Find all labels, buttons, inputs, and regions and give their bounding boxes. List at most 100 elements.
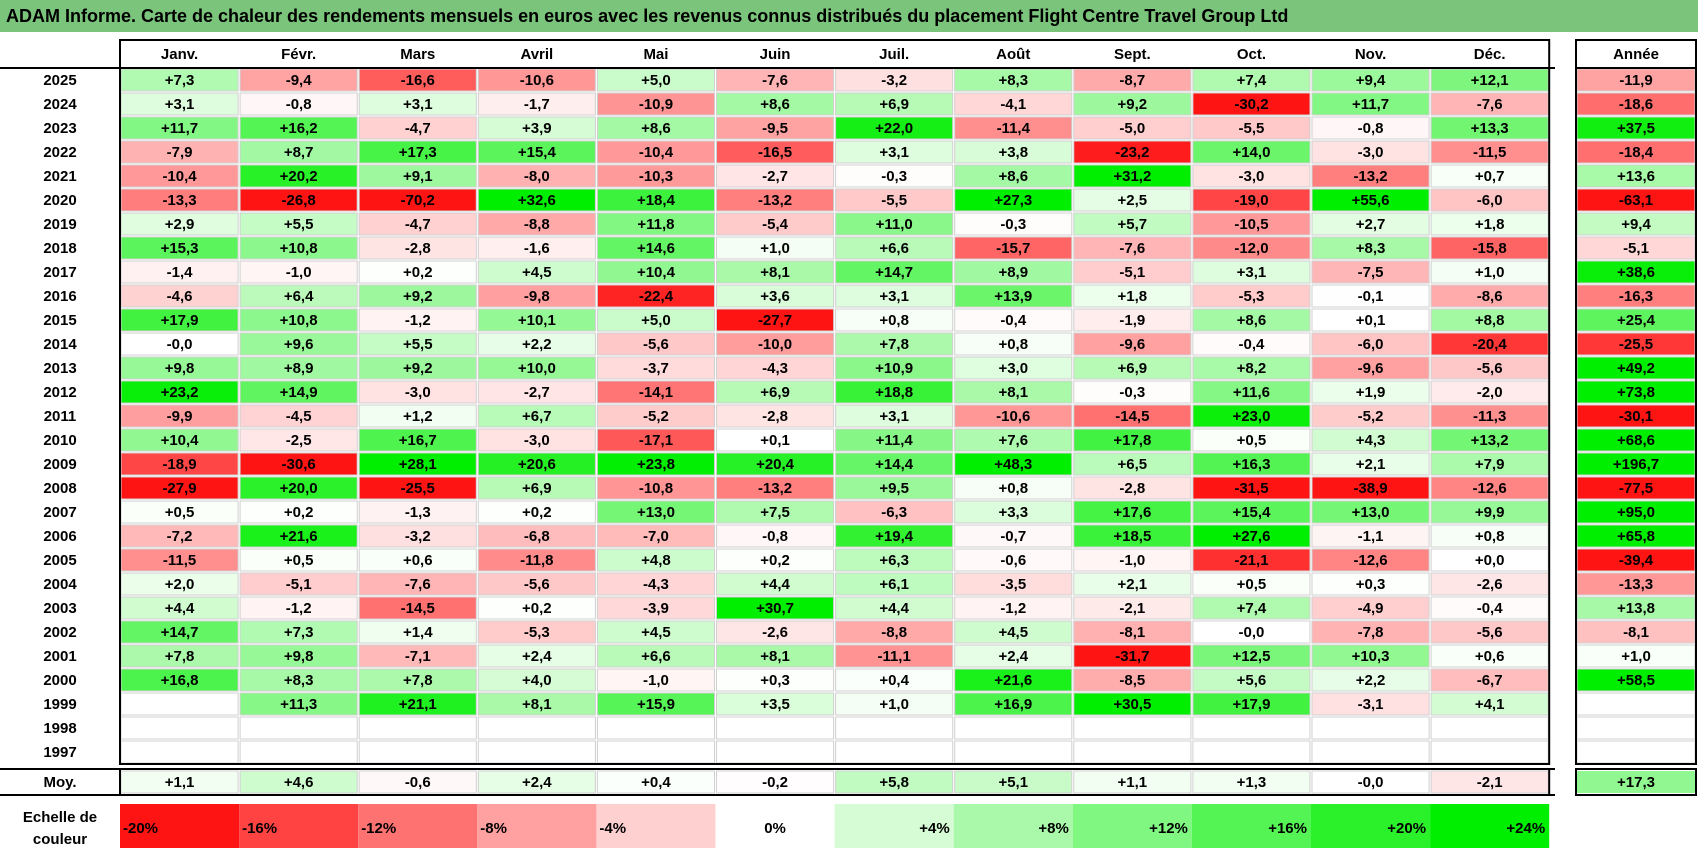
- average-annual-frame: [1575, 768, 1697, 796]
- heat-cell: [477, 92, 596, 116]
- cell-value: -16,6: [401, 72, 435, 89]
- heat-cell: [358, 332, 477, 356]
- cell-value: +18,4: [637, 192, 676, 209]
- heat-cell: [1073, 452, 1192, 476]
- heat-cell: [1073, 284, 1192, 308]
- cell-value: -70,2: [401, 192, 435, 209]
- heat-cell: [1430, 716, 1549, 740]
- cell-value: +10,4: [637, 264, 676, 281]
- heat-cell: [1192, 524, 1311, 548]
- heat-cell: [835, 236, 954, 260]
- month-header: Août: [996, 46, 1030, 63]
- cell-value: +17,8: [1113, 432, 1151, 449]
- cell-value: -11,8: [520, 552, 553, 569]
- cell-value: +28,1: [399, 456, 437, 473]
- cell-value: -13,2: [758, 480, 792, 497]
- cell-value: +2,4: [998, 648, 1028, 665]
- heat-cell: [716, 548, 835, 572]
- heat-cell: [1073, 620, 1192, 644]
- cell-value: -7,9: [167, 144, 193, 161]
- heat-cell: [1073, 380, 1192, 404]
- heat-cell: [1192, 140, 1311, 164]
- cell-value: +9,2: [403, 288, 433, 305]
- cell-value: +1,9: [1356, 384, 1386, 401]
- heat-cell: [358, 212, 477, 236]
- heat-cell: [1192, 428, 1311, 452]
- scale-swatch: [596, 804, 716, 848]
- heat-cell: [716, 236, 835, 260]
- cell-value: +7,8: [403, 672, 433, 689]
- year-label: 2003: [43, 600, 76, 617]
- heat-cell: [1073, 212, 1192, 236]
- cell-value: -2,8: [762, 408, 788, 425]
- cell-value: -31,7: [1115, 648, 1149, 665]
- cell-value: +15,9: [637, 696, 675, 713]
- year-label: 2010: [43, 432, 76, 449]
- month-header: Oct.: [1237, 46, 1266, 63]
- heat-cell: [239, 452, 358, 476]
- cell-value: +5,5: [284, 216, 314, 233]
- cell-value: +0,0: [1475, 552, 1505, 569]
- heat-cell: [1073, 332, 1192, 356]
- cell-value: +6,6: [641, 648, 671, 665]
- cell-value: -5,1: [286, 576, 312, 593]
- month-header: Avril: [520, 46, 553, 63]
- heat-cell: [477, 380, 596, 404]
- cell-value: +4,8: [641, 552, 671, 569]
- cell-value: +4,5: [522, 264, 552, 281]
- heat-cell: [477, 140, 596, 164]
- cell-value: +0,2: [522, 600, 552, 617]
- heat-cell: [358, 284, 477, 308]
- heat-cell: [477, 620, 596, 644]
- cell-value: +8,6: [760, 96, 790, 113]
- cell-value: +11,7: [161, 120, 198, 137]
- cell-value: +1,0: [760, 240, 790, 257]
- heat-cell: [954, 620, 1073, 644]
- cell-value: -2,7: [524, 384, 550, 401]
- heat-cell: [954, 236, 1073, 260]
- cell-value: +15,3: [161, 240, 199, 257]
- annual-value: +58,5: [1617, 672, 1655, 689]
- year-label: 2025: [43, 72, 76, 89]
- heat-cell: [716, 260, 835, 284]
- cell-value: +7,4: [1237, 600, 1267, 617]
- heat-cell: [239, 188, 358, 212]
- heat-cell: [1311, 716, 1430, 740]
- cell-value: +23,0: [1232, 408, 1270, 425]
- heat-cell: [358, 140, 477, 164]
- cell-value: +4,4: [165, 600, 195, 617]
- annual-header: Année: [1613, 46, 1659, 63]
- heat-cell: [1192, 380, 1311, 404]
- scale-stop-label: -8%: [480, 820, 507, 837]
- cell-value: +8,7: [284, 144, 314, 161]
- cell-value: +16,3: [1232, 456, 1270, 473]
- average-value: +1,3: [1237, 774, 1267, 791]
- heat-cell: [1311, 452, 1430, 476]
- cell-value: +9,2: [1118, 96, 1148, 113]
- heat-cell: [1073, 500, 1192, 524]
- cell-value: +0,8: [998, 480, 1028, 497]
- cell-value: +6,9: [760, 384, 790, 401]
- heat-cell: [239, 260, 358, 284]
- annual-cell: [1576, 716, 1696, 740]
- heat-cell: [596, 428, 716, 452]
- heat-cell: [716, 356, 835, 380]
- cell-value: +18,5: [1113, 528, 1151, 545]
- heat-cell: [835, 212, 954, 236]
- cell-value: +6,1: [879, 576, 909, 593]
- annual-value: +13,8: [1617, 600, 1655, 617]
- heat-cell: [477, 548, 596, 572]
- heat-cell: [239, 356, 358, 380]
- cell-value: +3,1: [879, 408, 909, 425]
- heat-cell: [477, 164, 596, 188]
- scale-swatch: [1191, 804, 1311, 848]
- annual-value: +1,0: [1621, 648, 1651, 665]
- heat-cell: [358, 164, 477, 188]
- heat-cell: [358, 476, 477, 500]
- cell-value: +0,5: [1237, 432, 1267, 449]
- cell-value: -8,5: [1119, 672, 1145, 689]
- scale-swatch: [953, 804, 1073, 848]
- cell-value: +8,3: [998, 72, 1028, 89]
- heat-cell: [1073, 308, 1192, 332]
- heat-cell: [716, 620, 835, 644]
